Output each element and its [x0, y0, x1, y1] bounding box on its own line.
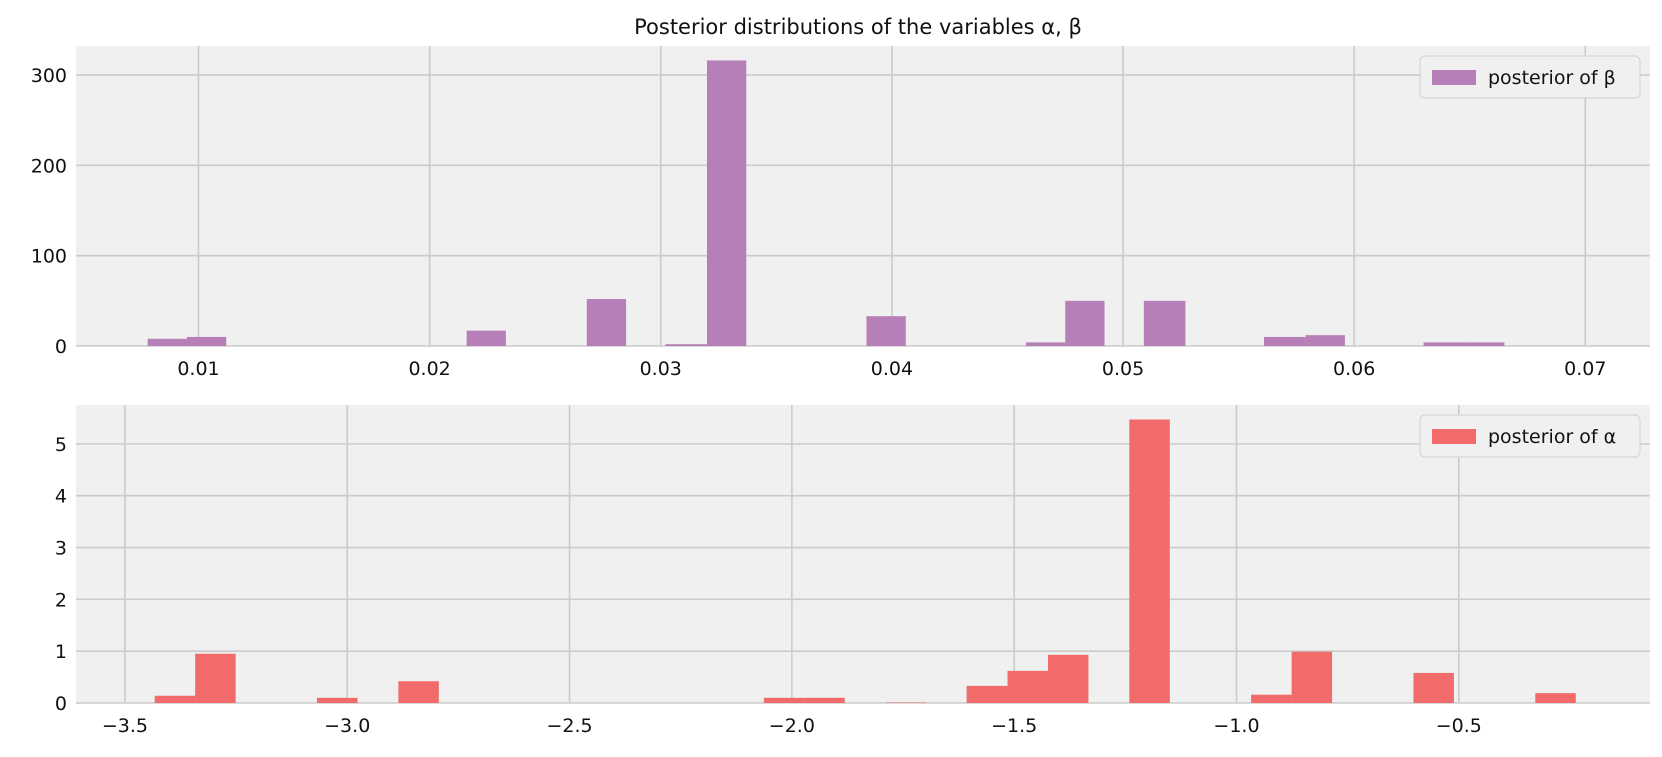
panel-2-histogram-bar: [966, 685, 1008, 703]
panel-1-y-tick-label: 100: [31, 246, 67, 268]
panel-1-y-tick-label: 0: [55, 336, 67, 358]
panel-1-histogram-bar: [1465, 342, 1505, 346]
panel-1-legend-swatch: [1432, 70, 1476, 85]
panel-2-x-tick-label: −2.5: [546, 715, 592, 737]
panel-2-histogram-bar: [885, 702, 927, 703]
panel-2-histogram-bar: [804, 697, 845, 703]
panel-2-histogram-bar: [1291, 651, 1333, 703]
panel-1-legend: posterior of β: [1419, 55, 1641, 99]
panel-1-histogram-bar: [1065, 300, 1105, 346]
panel-2-series-1: [154, 419, 1576, 703]
panel-2-y-tick-label: 3: [55, 538, 67, 560]
panel-2-x-tick-label: −2.0: [769, 715, 815, 737]
panel-1-histogram-bar: [665, 344, 707, 346]
panel-2-histogram-bar: [316, 697, 358, 703]
panel-1-histogram-bar: [706, 60, 747, 347]
panel-1-x-tick-label: 0.02: [408, 358, 450, 380]
panel-1-histogram-bar: [1143, 300, 1186, 346]
panel-1-x-tick-label: 0.05: [1102, 358, 1144, 380]
panel-1-legend-box: [1419, 55, 1641, 99]
panel-2-histogram-bar: [154, 695, 196, 703]
panel-1-histogram-bar: [147, 338, 187, 346]
panel-2-histogram-bar: [1129, 419, 1170, 703]
panel-2-y-tick-label: 5: [55, 434, 67, 456]
panel-1-histogram-bar: [1423, 342, 1466, 346]
panel-1-legend-label: posterior of β: [1488, 67, 1616, 89]
panel-2: −3.5 −3.0 −2.5 −2.0 −1.5 −1.0 −0.5 0 1 2 3 4 5 poster…: [55, 405, 1650, 737]
panel-2-legend: posterior of α: [1419, 414, 1641, 458]
panel-1-x-tick-label: 0.03: [640, 358, 682, 380]
panel-1-x-tick-label: 0.07: [1564, 358, 1606, 380]
panel-1-histogram-bar: [1305, 335, 1345, 346]
panel-1-histogram-bar: [466, 330, 506, 346]
panel-2-histogram-bar: [1047, 654, 1089, 703]
panel-2-histogram-bar: [1007, 670, 1048, 703]
panel-2-y-tick-label: 2: [55, 589, 67, 611]
panel-1-x-tick-label: 0.04: [871, 358, 913, 380]
panel-2-x-tick-label: −1.0: [1213, 715, 1259, 737]
panel-2-y-tick-label: 0: [55, 693, 67, 715]
panel-2-x-tick-label: −3.5: [102, 715, 148, 737]
panel-1-histogram-bar: [186, 336, 227, 346]
panel-2-y-tick-label: 1: [55, 641, 67, 663]
panel-1-x-tick-label: 0.01: [177, 358, 219, 380]
panel-2-histogram-bar: [763, 697, 805, 703]
panel-1-histogram-bar: [1025, 342, 1066, 346]
panel-2-legend-label: posterior of α: [1488, 426, 1616, 448]
panel-2-legend-box: [1419, 414, 1641, 458]
panel-2-x-tick-label: −1.5: [991, 715, 1037, 737]
panel-2-histogram-bar: [1413, 672, 1454, 703]
panel-1: 0.01 0.02 0.03 0.04 0.05 0.06 0.07 0 100 200 300 po…: [31, 46, 1650, 380]
panel-2-x-tick-label: −3.0: [324, 715, 370, 737]
panel-2-plot-background: [76, 405, 1650, 703]
panel-2-y-tick-label: 4: [55, 486, 67, 508]
panel-1-histogram-bar: [586, 299, 627, 346]
panel-2-histogram-bar: [398, 681, 439, 703]
panel-2-histogram-bar: [195, 653, 236, 703]
panel-2-x-tick-label: −0.5: [1436, 715, 1482, 737]
panel-2-histogram-bar: [1535, 693, 1576, 703]
panel-1-plot-background: [76, 46, 1650, 346]
panel-1-series-1: [147, 60, 1505, 347]
figure-title: Posterior distributions of the variables…: [634, 15, 1082, 39]
panel-1-histogram-bar: [866, 316, 906, 346]
panel-1-y-tick-label: 200: [31, 155, 67, 177]
panel-2-legend-swatch: [1432, 429, 1476, 444]
panel-1-y-tick-label: 300: [31, 65, 67, 87]
panel-2-histogram-bar: [1251, 694, 1292, 703]
panel-1-x-tick-label: 0.06: [1333, 358, 1375, 380]
panel-1-histogram-bar: [1264, 336, 1306, 346]
